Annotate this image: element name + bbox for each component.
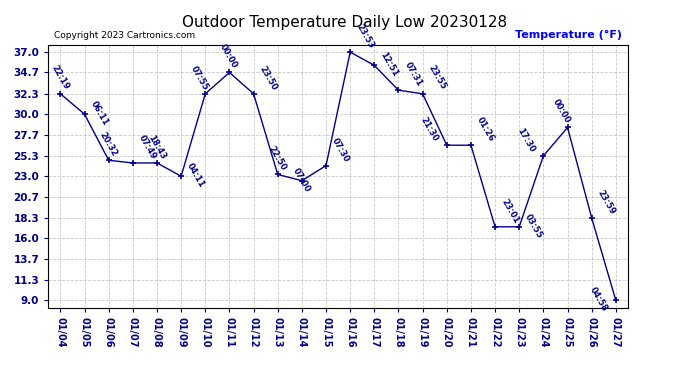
Text: 07:00: 07:00 <box>290 166 312 194</box>
Text: 00:00: 00:00 <box>551 98 572 125</box>
Text: 07:31: 07:31 <box>403 61 424 88</box>
Text: 00:00: 00:00 <box>218 43 239 70</box>
Text: 03:55: 03:55 <box>524 212 544 240</box>
Text: 21:30: 21:30 <box>419 116 440 143</box>
Text: 06:11: 06:11 <box>89 100 110 127</box>
Text: Temperature (°F): Temperature (°F) <box>515 30 622 40</box>
Text: 23:01: 23:01 <box>500 197 520 225</box>
Text: 23:53: 23:53 <box>355 22 375 50</box>
Text: 04:58: 04:58 <box>588 286 609 314</box>
Text: 22:19: 22:19 <box>49 64 70 92</box>
Text: 04:11: 04:11 <box>186 162 206 189</box>
Text: Outdoor Temperature Daily Low 20230128: Outdoor Temperature Daily Low 20230128 <box>182 15 508 30</box>
Text: 18:43: 18:43 <box>146 133 167 161</box>
Text: 22:50: 22:50 <box>266 145 288 172</box>
Text: 20:32: 20:32 <box>97 130 119 158</box>
Text: 23:55: 23:55 <box>427 64 448 92</box>
Text: Copyright 2023 Cartronics.com: Copyright 2023 Cartronics.com <box>54 31 195 40</box>
Text: 17:30: 17:30 <box>515 126 537 154</box>
Text: 01:26: 01:26 <box>475 116 496 143</box>
Text: 12:51: 12:51 <box>379 51 400 78</box>
Text: 07:30: 07:30 <box>331 136 351 164</box>
Text: 07:55: 07:55 <box>188 64 210 92</box>
Text: 23:59: 23:59 <box>596 188 617 216</box>
Text: 23:50: 23:50 <box>258 64 279 92</box>
Text: 07:49: 07:49 <box>137 134 158 161</box>
